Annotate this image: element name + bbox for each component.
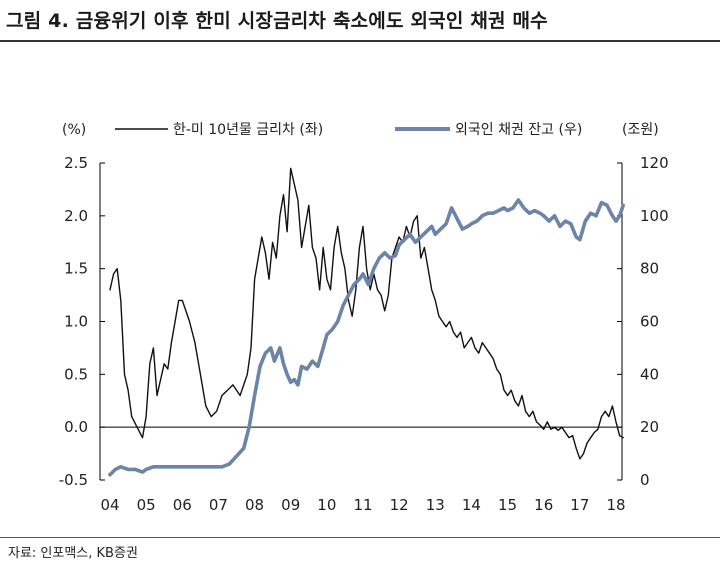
- chart-legend: (%) 한-미 10년물 금리차 (좌) 외국인 채권 잔고 (우) (조원): [62, 122, 659, 138]
- source-note: 자료: 인포맥스, KB증권: [8, 546, 138, 561]
- series-line-spread: [109, 167, 624, 460]
- x-tick-label: 05: [137, 496, 156, 514]
- x-tick-label: 12: [390, 496, 409, 514]
- y-right-tick-label: 120: [640, 154, 669, 172]
- y-right-tick-label: 0: [640, 471, 650, 489]
- left-axis-unit: (%): [62, 122, 86, 138]
- y-left-tick-label: 2.5: [64, 154, 88, 172]
- x-tick-label: 15: [498, 496, 517, 514]
- y-left-tick-label: 0.5: [64, 365, 88, 383]
- x-tick-label: 08: [245, 496, 264, 514]
- y-left-tick-label: -0.5: [59, 471, 88, 489]
- y-left-tick-label: 2.0: [64, 207, 88, 225]
- y-right-tick-label: 40: [640, 365, 659, 383]
- x-tick-label: 07: [209, 496, 228, 514]
- source-rule: [0, 537, 720, 538]
- x-tick-label: 04: [100, 496, 119, 514]
- x-tick-label: 06: [173, 496, 192, 514]
- title-rule: [0, 40, 720, 42]
- series-line-foreign-bonds: [108, 198, 626, 477]
- legend-label-foreign-bonds: 외국인 채권 잔고 (우): [455, 122, 582, 138]
- x-tick-label: 09: [281, 496, 300, 514]
- y-left-tick-label: 1.5: [64, 260, 88, 278]
- y-right-tick-label: 20: [640, 418, 659, 436]
- x-tick-label: 14: [462, 496, 481, 514]
- y-right-tick-label: 100: [640, 207, 669, 225]
- figure-title: 그림 4. 금융위기 이후 한미 시장금리차 축소에도 외국인 채권 매수: [6, 10, 548, 32]
- y-left-tick-label: 0.0: [64, 418, 88, 436]
- right-axis-unit: (조원): [622, 122, 659, 138]
- x-tick-label: 13: [426, 496, 445, 514]
- x-tick-label: 16: [534, 496, 553, 514]
- chart-series: [108, 167, 626, 477]
- y-right-tick-label: 80: [640, 260, 659, 278]
- x-tick-label: 11: [353, 496, 372, 514]
- x-tick-label: 18: [606, 496, 625, 514]
- legend-label-spread: 한-미 10년물 금리차 (좌): [173, 122, 323, 138]
- chart-axes: -0.5 0.0 0.5 1.0 1.5 2.0 2.5 0 20 40 60 80 100 120 04 0…: [59, 154, 669, 514]
- y-right-tick-label: 60: [640, 313, 659, 331]
- y-left-tick-label: 1.0: [64, 313, 88, 331]
- x-tick-label: 10: [317, 496, 336, 514]
- x-tick-label: 17: [570, 496, 589, 514]
